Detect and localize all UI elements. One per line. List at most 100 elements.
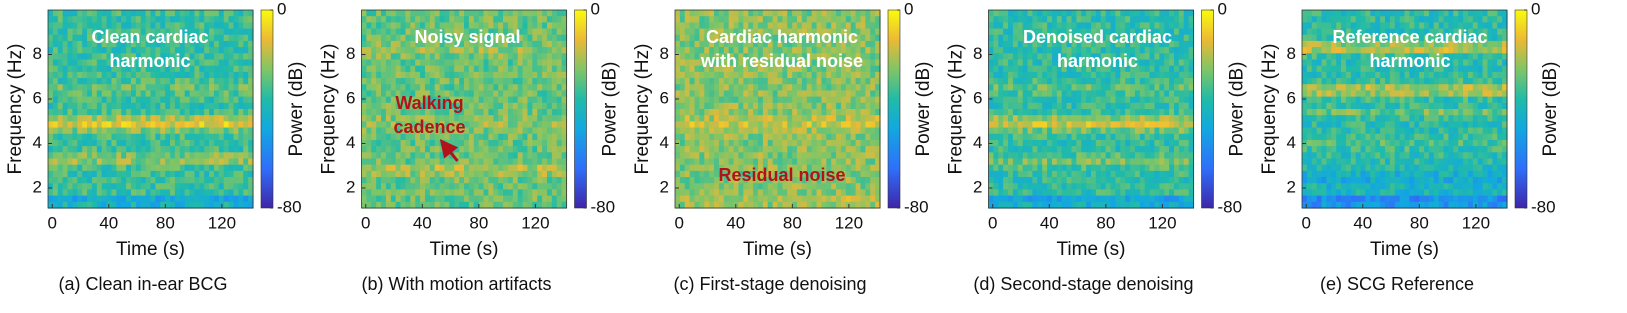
spectrogram-texture xyxy=(219,177,224,184)
spectrogram-texture xyxy=(484,72,489,79)
spectrogram-texture xyxy=(532,159,537,166)
spectrogram-texture xyxy=(1008,90,1013,97)
spectrogram-texture xyxy=(523,177,528,184)
spectrogram-texture xyxy=(82,202,87,209)
spectrogram-texture xyxy=(831,84,836,91)
spectrogram-texture xyxy=(1130,78,1135,85)
spectrogram-texture xyxy=(121,159,126,166)
spectrogram-texture xyxy=(92,84,97,91)
spectrogram-texture xyxy=(63,177,68,184)
spectrogram-texture xyxy=(243,128,248,135)
spectrogram-texture xyxy=(836,146,841,153)
spectrogram-texture xyxy=(729,202,734,209)
colorbar-label: Power (dB) xyxy=(913,61,934,156)
spectrogram-texture xyxy=(362,171,367,178)
spectrogram-texture xyxy=(763,115,768,122)
spectrogram-texture xyxy=(488,196,493,203)
spectrogram-texture xyxy=(97,121,102,128)
spectrogram-texture xyxy=(102,109,107,116)
spectrogram-texture xyxy=(479,53,484,60)
spectrogram-texture xyxy=(989,47,994,54)
spectrogram-texture xyxy=(199,134,204,141)
spectrogram-texture xyxy=(748,103,753,110)
spectrogram-texture xyxy=(802,97,807,104)
spectrogram-texture xyxy=(542,66,547,73)
spectrogram-texture xyxy=(989,84,994,91)
spectrogram-texture xyxy=(488,159,493,166)
spectrogram-texture xyxy=(170,115,175,122)
spectrogram-texture xyxy=(444,84,449,91)
spectrogram-texture xyxy=(763,10,768,17)
spectrogram-texture xyxy=(998,29,1003,36)
spectrogram-texture xyxy=(1018,90,1023,97)
spectrogram-texture xyxy=(82,78,87,85)
spectrogram-texture xyxy=(998,128,1003,135)
spectrogram-texture xyxy=(709,152,714,159)
spectrogram-texture xyxy=(690,177,695,184)
spectrogram-texture xyxy=(870,159,875,166)
spectrogram-texture xyxy=(82,115,87,122)
spectrogram-texture xyxy=(860,134,865,141)
spectrogram-texture xyxy=(1023,121,1028,128)
spectrogram-texture xyxy=(836,152,841,159)
spectrogram-texture xyxy=(860,90,865,97)
y-tick-label: 4 xyxy=(660,133,669,152)
spectrogram-texture xyxy=(190,10,195,17)
spectrogram-texture xyxy=(102,53,107,60)
spectrogram-texture xyxy=(675,183,680,190)
spectrogram-texture xyxy=(532,177,537,184)
spectrogram-texture xyxy=(102,72,107,79)
spectrogram-texture xyxy=(48,97,53,104)
spectrogram-texture xyxy=(532,29,537,36)
spectrogram-texture xyxy=(527,171,532,178)
spectrogram-texture xyxy=(464,165,469,172)
spectrogram-texture xyxy=(690,66,695,73)
spectrogram-texture xyxy=(860,78,865,85)
spectrogram-texture xyxy=(782,103,787,110)
spectrogram-texture xyxy=(175,103,180,110)
spectrogram-texture xyxy=(386,60,391,67)
spectrogram-texture xyxy=(151,78,156,85)
spectrogram-texture xyxy=(729,109,734,116)
spectrogram-texture xyxy=(1037,53,1042,60)
spectrogram-texture xyxy=(366,109,371,116)
spectrogram-texture xyxy=(865,171,870,178)
spectrogram-texture xyxy=(131,103,136,110)
spectrogram-texture xyxy=(82,171,87,178)
spectrogram-texture xyxy=(680,109,685,116)
spectrogram-texture xyxy=(1091,103,1096,110)
spectrogram-texture xyxy=(430,196,435,203)
spectrogram-texture xyxy=(175,202,180,209)
spectrogram-texture xyxy=(1164,66,1169,73)
spectrogram-texture xyxy=(381,159,386,166)
spectrogram-texture xyxy=(821,10,826,17)
spectrogram-texture xyxy=(695,202,700,209)
spectrogram-texture xyxy=(1062,10,1067,17)
spectrogram-texture xyxy=(542,183,547,190)
spectrogram-texture xyxy=(734,202,739,209)
spectrogram-texture xyxy=(851,90,856,97)
spectrogram-texture xyxy=(77,35,82,42)
spectrogram-texture xyxy=(396,41,401,48)
spectrogram-texture xyxy=(1018,134,1023,141)
spectrogram-texture xyxy=(146,140,151,147)
spectrogram-texture xyxy=(58,196,63,203)
spectrogram-texture xyxy=(214,22,219,29)
spectrogram-texture xyxy=(386,202,391,209)
annotation: Noisy signal xyxy=(414,27,520,47)
spectrogram-texture xyxy=(146,152,151,159)
spectrogram-texture xyxy=(1062,78,1067,85)
spectrogram-texture xyxy=(362,128,367,135)
spectrogram-texture xyxy=(989,22,994,29)
panel: 040801202468Time (s)Frequency (Hz)(c) Fi… xyxy=(632,0,934,294)
spectrogram-texture xyxy=(1140,109,1145,116)
spectrogram-texture xyxy=(695,29,700,36)
spectrogram-texture xyxy=(82,41,87,48)
spectrogram-texture xyxy=(513,47,518,54)
spectrogram-texture xyxy=(170,109,175,116)
spectrogram-texture xyxy=(469,103,474,110)
spectrogram-texture xyxy=(362,22,367,29)
spectrogram-texture xyxy=(464,16,469,23)
spectrogram-texture xyxy=(1052,109,1057,116)
spectrogram-texture xyxy=(782,109,787,116)
